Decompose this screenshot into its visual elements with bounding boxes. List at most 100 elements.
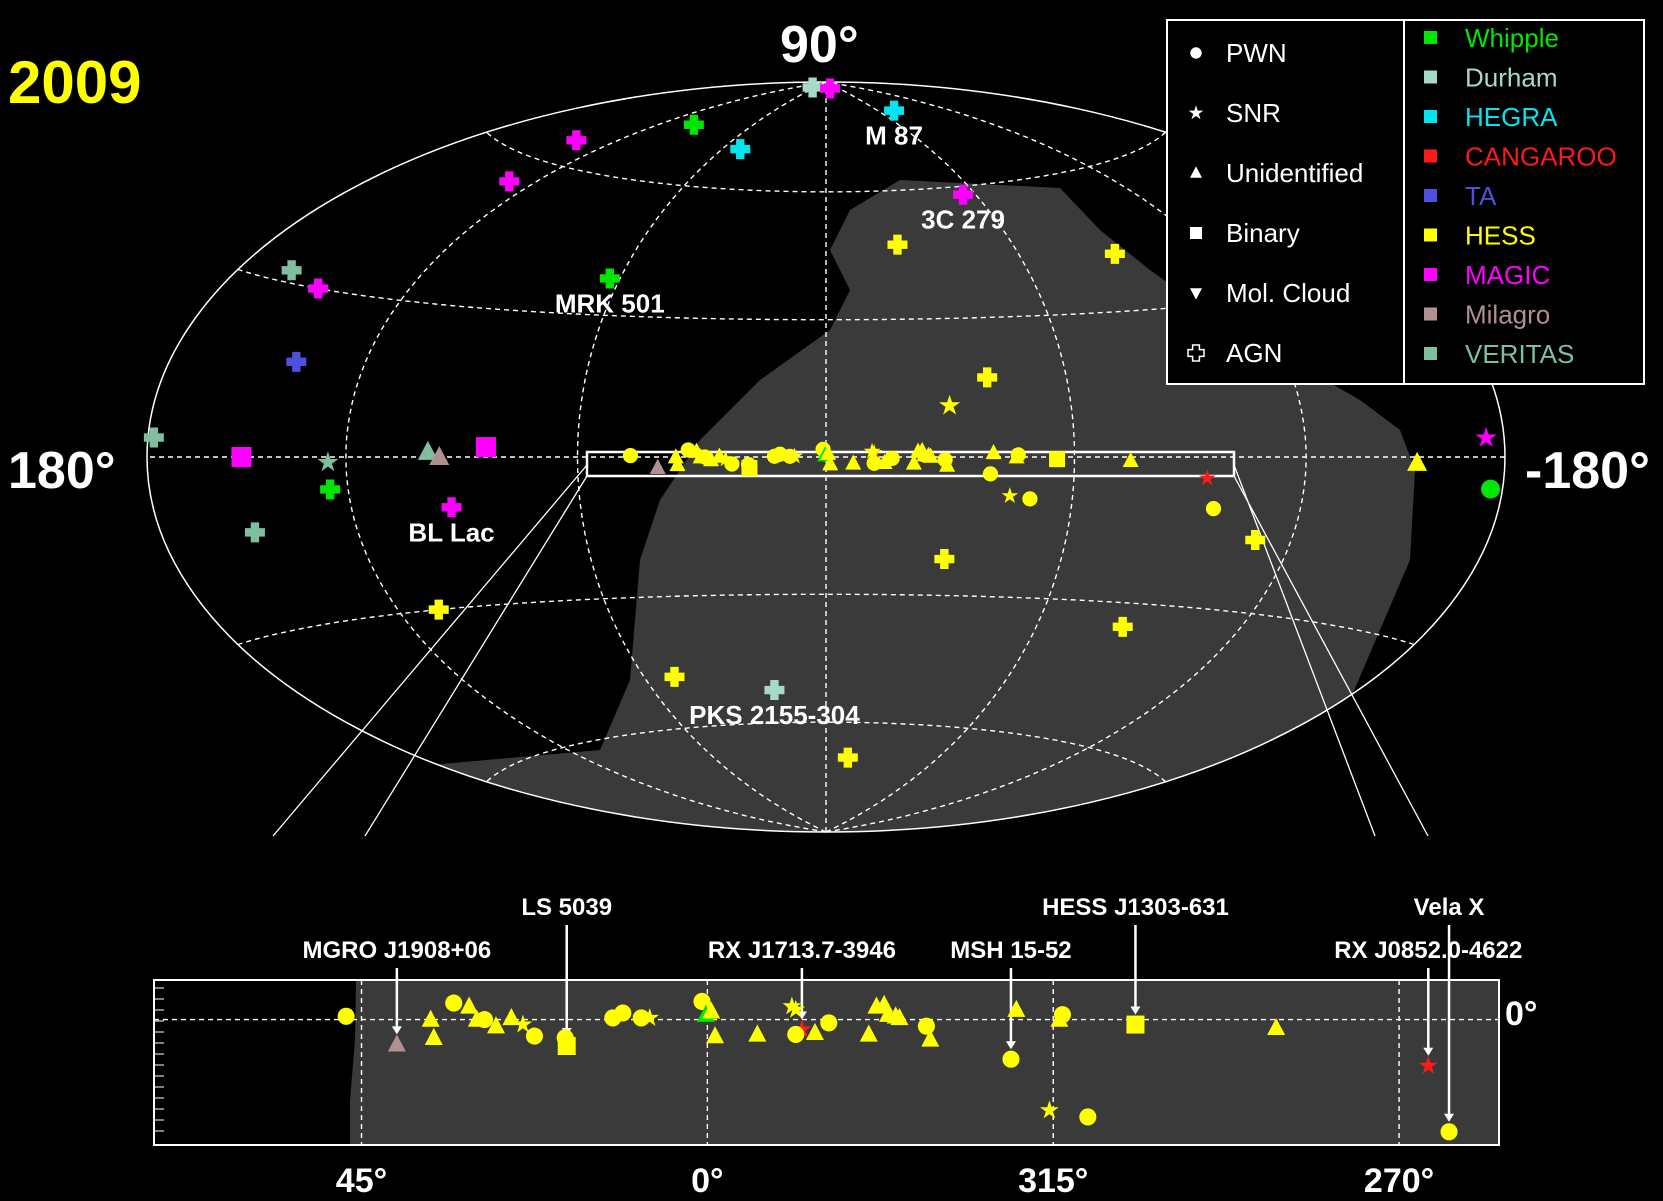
strip-point <box>890 1008 909 1026</box>
strip-points <box>337 992 1458 1141</box>
galactic-plane-box <box>585 450 1236 478</box>
parallel-line <box>237 593 1415 646</box>
strip-source-label: MSH 15-52 <box>950 937 1071 964</box>
parallel-line <box>486 721 1166 783</box>
strip-arrow-head <box>391 1026 402 1035</box>
plane-point <box>649 458 666 474</box>
sky-point <box>417 440 438 460</box>
strip-shaded-region <box>350 980 1499 1145</box>
parallel-line <box>486 131 1166 193</box>
plane-point <box>982 466 999 482</box>
legend-type-label: Binary <box>1226 218 1300 248</box>
sky-point <box>429 446 450 465</box>
strip-point <box>820 1014 838 1032</box>
strip-point <box>445 994 463 1012</box>
strip-point <box>1267 1017 1286 1036</box>
strip-point <box>475 1011 494 1029</box>
sky-point <box>599 268 620 289</box>
plane-point <box>1010 447 1026 463</box>
strip-point <box>614 1004 632 1022</box>
strip-x-tick-label: 315° <box>1018 1162 1088 1200</box>
legend-color-swatch <box>1424 70 1437 84</box>
sky-point <box>802 77 823 98</box>
strip-arrow-head <box>1005 1041 1016 1050</box>
sky-point <box>231 447 252 467</box>
legend-color-swatch <box>1424 110 1437 123</box>
plane-point <box>741 460 758 477</box>
strip-point <box>1053 1006 1072 1024</box>
strip-point <box>1002 1050 1020 1068</box>
strip-point <box>421 1009 440 1027</box>
plane-point <box>1198 469 1216 486</box>
strip-y-tick-label: 0° <box>1505 995 1538 1033</box>
legend-experiment-label: HESS <box>1465 221 1536 251</box>
galactic-plane-strip: MGRO J1908+06 LS 5039 RX J1713.7-3946 MSH 1… <box>153 894 1538 1200</box>
sky-point <box>244 522 265 543</box>
legend-type-label: Unidentified <box>1226 158 1363 188</box>
legend-color-swatch <box>1424 149 1437 163</box>
strip-arrows <box>391 925 1455 1122</box>
plane-point <box>622 447 639 464</box>
legend-type-marker <box>1190 227 1202 239</box>
strip-source-label: RX J0852.0-4622 <box>1334 937 1522 964</box>
legend-type-marker <box>1188 105 1204 120</box>
plane-point <box>1205 501 1222 517</box>
legend-type-marker <box>1190 47 1202 59</box>
strip-x-tick-label: 0° <box>691 1162 724 1200</box>
legend: PWN SNR Unidentified Binary Mol. Cloud AGN Wh… <box>1166 19 1645 385</box>
strip-point <box>387 1034 406 1052</box>
sky-source-label: M 87 <box>865 121 923 151</box>
sky-point <box>1475 426 1497 447</box>
year-label: 2009 <box>8 49 141 116</box>
strip-arrow-head <box>1423 1047 1434 1056</box>
strip-x-tick-label: 270° <box>1364 1162 1434 1200</box>
strip-point <box>859 1024 878 1042</box>
strip-point <box>1040 1100 1059 1119</box>
strip-point <box>460 996 479 1014</box>
sky-point <box>837 747 858 768</box>
strip-point <box>805 1022 824 1040</box>
sky-point <box>764 680 785 701</box>
plane-point <box>922 447 939 463</box>
sky-point <box>1104 243 1125 264</box>
sky-point <box>143 427 164 448</box>
plane-point <box>1049 451 1066 468</box>
legend-type-marker <box>1190 288 1202 300</box>
strip-arrow-head <box>1130 1006 1141 1015</box>
sky-point <box>884 100 905 121</box>
strip-source-label: RX J1713.7-3946 <box>708 937 896 964</box>
strip-point <box>1007 999 1026 1017</box>
sky-point <box>281 260 302 281</box>
plane-point <box>786 447 803 464</box>
legend-experiment-label: TA <box>1465 181 1497 211</box>
sky-point <box>1481 479 1501 499</box>
sky-point <box>441 497 462 518</box>
legend-color-swatch <box>1424 347 1437 360</box>
plane-point <box>822 455 839 471</box>
legend-experiment-label: Milagro <box>1465 300 1550 330</box>
plane-point <box>985 443 1002 460</box>
strip-grid <box>154 980 1499 1145</box>
strip-point <box>1079 1108 1097 1126</box>
sky-source-label: MRK 501 <box>555 288 665 318</box>
sky-source-labels: M 87 3C 279 MRK 501 BL Lac PKS 2155-304 <box>408 121 1005 730</box>
legend-color-swatch <box>1424 228 1437 242</box>
strip-x-tick-label: 45° <box>336 1162 387 1200</box>
plane-point <box>1122 451 1139 468</box>
legend-color-swatch <box>1424 189 1437 202</box>
plane-point <box>863 442 881 459</box>
plane-point <box>884 450 900 466</box>
sky-point <box>683 114 704 135</box>
sky-point <box>664 666 685 687</box>
strip-point <box>424 1027 443 1045</box>
strip-point <box>1418 1055 1438 1074</box>
sky-point <box>820 78 841 99</box>
sky-point <box>499 171 520 192</box>
legend-type-label: AGN <box>1226 338 1282 368</box>
strip-arrow-head <box>1444 1113 1455 1122</box>
strip-point <box>693 992 711 1010</box>
plane-point <box>905 454 922 470</box>
plane-point <box>717 450 734 467</box>
legend-color-swatch <box>1424 31 1437 44</box>
legend-experiment-label: CANGAROO <box>1465 142 1617 172</box>
